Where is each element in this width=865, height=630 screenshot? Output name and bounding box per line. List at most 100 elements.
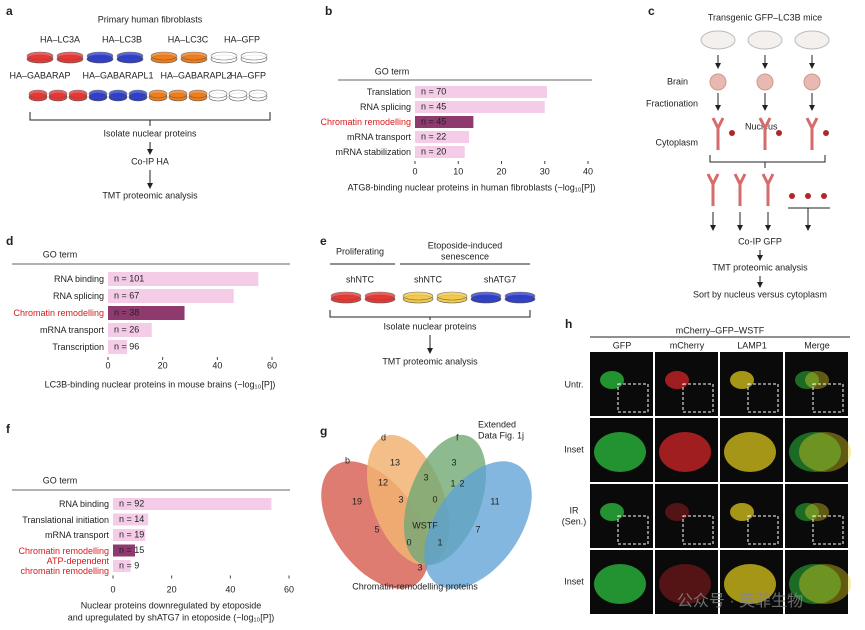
dish [128,89,148,99]
row-label: (Sen.) [562,516,587,526]
dish [56,51,84,61]
category-text: Translational initiation [22,514,109,525]
annotation: n = 70 [421,86,446,96]
brain [709,73,727,91]
label: shNTC [414,274,443,284]
signal [799,564,851,604]
category-label: mRNA transport [44,530,109,540]
nucleus [789,193,795,199]
bracket [329,310,531,320]
category-text: mRNA transport [346,132,411,142]
label: HA–LC3C [168,34,209,44]
count: 13 [390,457,400,467]
x-tick-label: 10 [453,166,463,176]
count: 2 [459,478,464,488]
label: HA–LC3A [40,34,80,44]
category-text: RNA binding [53,274,104,284]
dish [504,291,536,301]
signal [724,432,776,472]
label: HA–GABARAP [9,70,70,80]
step: TMT proteomic analysis [102,190,198,200]
step: Isolate nuclear proteins [383,321,477,331]
bracket [788,207,830,218]
label: HA–GFP [230,70,266,80]
dish [68,89,88,99]
count: 5 [374,524,379,534]
dish [148,89,168,99]
annotation: n = 45 [421,101,446,111]
annotation: n = 9 [119,560,139,570]
axis-header: GO term [43,249,78,259]
axis-header: GO term [375,66,410,76]
dish [168,89,188,99]
category-label: RNA splicing [360,102,411,112]
label: Proliferating [336,246,384,256]
count: 0 [432,494,437,504]
annotation: n = 22 [421,131,446,141]
dish [88,89,108,99]
signal [799,432,851,472]
inset-box [747,515,779,545]
set-label: Extended [478,419,516,429]
x-tick-label: 30 [540,166,550,176]
annotation: n = 14 [119,514,144,524]
category-label: Translation [367,87,411,97]
category-text: mRNA transport [44,530,109,540]
brain [756,73,774,91]
category-label: RNA splicing [53,291,104,301]
category-label: Chromatin remodelling [13,308,104,318]
panel-letter: b [325,4,332,18]
drawing: b GO term Translation n = 70 RNA splicing n =… [6,4,851,622]
mouse [700,30,736,50]
annotation: n = 15 [119,545,144,555]
signal [789,564,841,604]
count: 7 [475,524,480,534]
signal [789,432,841,472]
dish [86,51,114,61]
dish [364,291,396,301]
count: 11 [490,496,499,506]
axis-header: GO term [43,475,78,485]
label: shNTC [346,274,375,284]
dish [330,291,362,301]
layout: a Primary human fibroblasts HA–LC3A HA–L… [6,4,850,591]
label: Fractionation [646,98,698,108]
annotation: n = 45 [421,116,446,126]
dish [28,89,48,99]
panel-letter: c [648,4,655,18]
neuron [805,117,819,150]
inset-box [617,383,649,413]
signal [805,371,829,389]
label: Nucleus [745,121,778,131]
dish [150,51,178,61]
step: Sort by nucleus versus cytoplasm [693,289,827,299]
panel-letter: e [320,234,327,248]
neuron [733,173,747,206]
category-text: Transcription [52,342,104,352]
set-label: f [456,432,459,442]
label: HA–GFP [224,34,260,44]
annotation: n = 19 [119,529,144,539]
venn-counts: 13 3 3 12 1 0 2 19 11 3 5 7 1 0 3 WSTF [352,457,500,572]
bar [113,498,272,510]
annotation: n = 67 [114,290,139,300]
x-axis-label: Nuclear proteins downregulated by etopos… [81,600,262,610]
dish [210,51,238,61]
annotation: n = 26 [114,324,139,334]
category-label: Translational initiation [22,514,109,525]
step: TMT proteomic analysis [382,356,478,366]
step: TMT proteomic analysis [712,262,808,272]
label: Cytoplasm [655,137,698,147]
bar [108,272,259,286]
category-text: Chromatin remodelling [13,308,104,318]
bar [108,340,128,354]
brain [803,73,821,91]
step: Isolate nuclear proteins [103,128,197,138]
step: Co-IP GFP [738,236,782,246]
category-text: Chromatin remodelling [320,117,411,127]
bar [108,289,234,303]
inset-box [682,515,714,545]
count: 12 [378,477,388,487]
dish [470,291,502,301]
